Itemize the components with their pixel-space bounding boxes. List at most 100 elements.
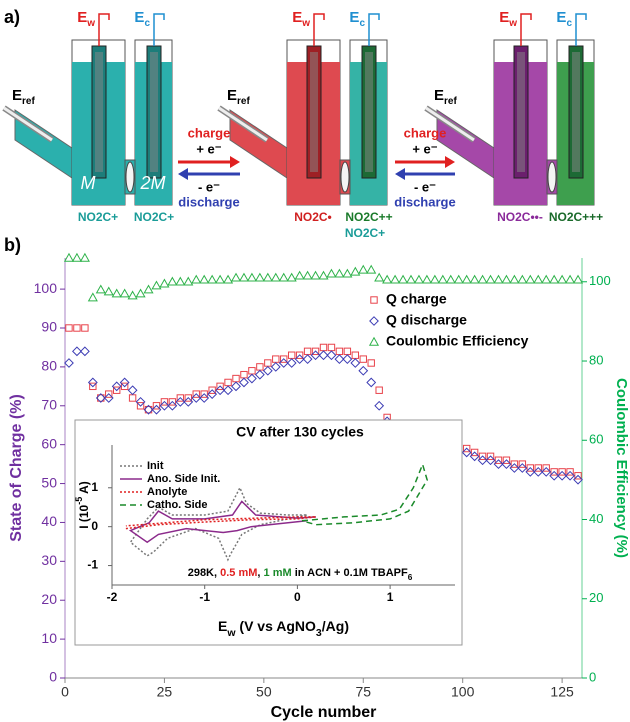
data-point — [81, 324, 89, 332]
counter-lead — [153, 13, 165, 46]
data-point — [191, 393, 202, 403]
arrow-label: discharge — [394, 194, 455, 209]
species-label: NO2C••- — [497, 210, 543, 224]
data-point — [334, 268, 345, 278]
data-point — [254, 272, 265, 282]
y-tick-label: 100 — [34, 280, 58, 296]
text-part: (V vs AgNO — [236, 618, 316, 634]
text-part: I (10 — [77, 504, 91, 528]
data-point — [566, 468, 574, 476]
text-part: E — [218, 618, 227, 634]
species-label: NO2C+++ — [549, 210, 603, 224]
data-point — [278, 272, 289, 282]
data-point — [485, 274, 496, 284]
data-point — [270, 361, 281, 372]
cv-curve — [129, 486, 307, 562]
data-point — [533, 274, 544, 284]
x-tick-label: 75 — [355, 684, 371, 700]
data-point — [262, 365, 273, 376]
x-tick-label: 0 — [294, 590, 301, 604]
data-point — [136, 402, 145, 410]
data-point — [199, 274, 210, 284]
y-tick-label: 1 — [91, 480, 98, 494]
working-lead — [98, 13, 110, 46]
x-axis-title: Ew (V vs AgNO3/Ag) — [218, 618, 349, 639]
data-point — [318, 350, 329, 361]
discharge-arrowhead — [395, 168, 405, 180]
y-tick-label: 70 — [41, 396, 57, 412]
electrode-mesh — [95, 52, 103, 172]
data-point — [246, 272, 257, 282]
data-point — [167, 276, 178, 286]
data-point — [493, 274, 504, 284]
data-point — [239, 377, 249, 388]
electrode-label: Ec — [349, 9, 365, 29]
charge-arrowhead — [230, 156, 240, 168]
annotation: 298K, 0.5 mM, 1 mM in ACN + 0.1M TBAPF6 — [188, 567, 413, 582]
text-part: 1 mM — [264, 567, 292, 579]
y-axis-title: I (10-5 A) — [74, 481, 91, 529]
data-point — [63, 252, 75, 262]
data-point — [572, 274, 584, 284]
data-point — [103, 286, 114, 296]
electrode-mesh — [365, 52, 373, 172]
data-point — [461, 447, 472, 458]
data-point — [453, 274, 464, 284]
electrode-subscript: w — [301, 18, 310, 29]
data-point — [294, 270, 305, 280]
text-part: A) — [77, 481, 91, 497]
data-point — [223, 385, 233, 396]
data-point — [238, 272, 250, 282]
data-point — [159, 278, 170, 288]
species-label: NO2C• — [294, 210, 332, 224]
data-point — [113, 386, 121, 394]
electrode-subscript: c — [359, 18, 365, 29]
legend-backdrop — [366, 291, 566, 309]
electrode-symbol: E — [227, 87, 237, 104]
reference-electrode-core — [425, 106, 475, 142]
membrane — [340, 161, 350, 193]
data-point — [326, 268, 337, 278]
legend-label: Coulombic Efficiency — [386, 333, 529, 349]
data-point — [176, 394, 185, 402]
data-point — [533, 466, 544, 477]
text-part: , — [257, 567, 263, 579]
data-point — [111, 381, 122, 392]
data-point — [207, 389, 218, 400]
data-point — [461, 274, 472, 284]
electrode-label: Ec — [556, 9, 572, 29]
y-tick-label: 60 — [41, 435, 57, 451]
electrode-subscript: ref — [444, 96, 457, 107]
data-point — [534, 464, 542, 472]
data-point — [334, 354, 345, 365]
data-point — [79, 346, 90, 357]
data-point — [509, 274, 520, 284]
data-point — [111, 288, 122, 298]
y2-tick-label: 20 — [589, 590, 603, 605]
x-axis-title: Cycle number — [271, 704, 377, 721]
data-point — [192, 390, 200, 398]
x-tick-label: -2 — [107, 590, 118, 604]
data-point — [350, 358, 361, 368]
charge-arrowhead — [445, 156, 455, 168]
electrode-symbol: E — [499, 9, 509, 26]
data-point — [358, 264, 369, 274]
y-tick-label: 80 — [41, 358, 57, 374]
legend-label: Q discharge — [386, 312, 467, 328]
data-point — [445, 274, 456, 284]
y2-tick-label: 60 — [589, 432, 603, 447]
data-point — [280, 355, 288, 363]
data-point — [542, 464, 550, 472]
data-point — [278, 358, 289, 368]
electrode-symbol: E — [12, 87, 22, 104]
data-point — [549, 470, 560, 481]
data-point — [517, 274, 528, 284]
electrode-subscript: w — [508, 18, 517, 29]
electrode-mesh — [572, 52, 580, 172]
data-point — [429, 274, 440, 284]
data-point — [318, 270, 329, 280]
text-part: 0.5 mM — [220, 567, 257, 579]
data-point — [367, 359, 375, 367]
data-point — [64, 358, 74, 368]
species-label: NO2C++ — [345, 210, 392, 224]
